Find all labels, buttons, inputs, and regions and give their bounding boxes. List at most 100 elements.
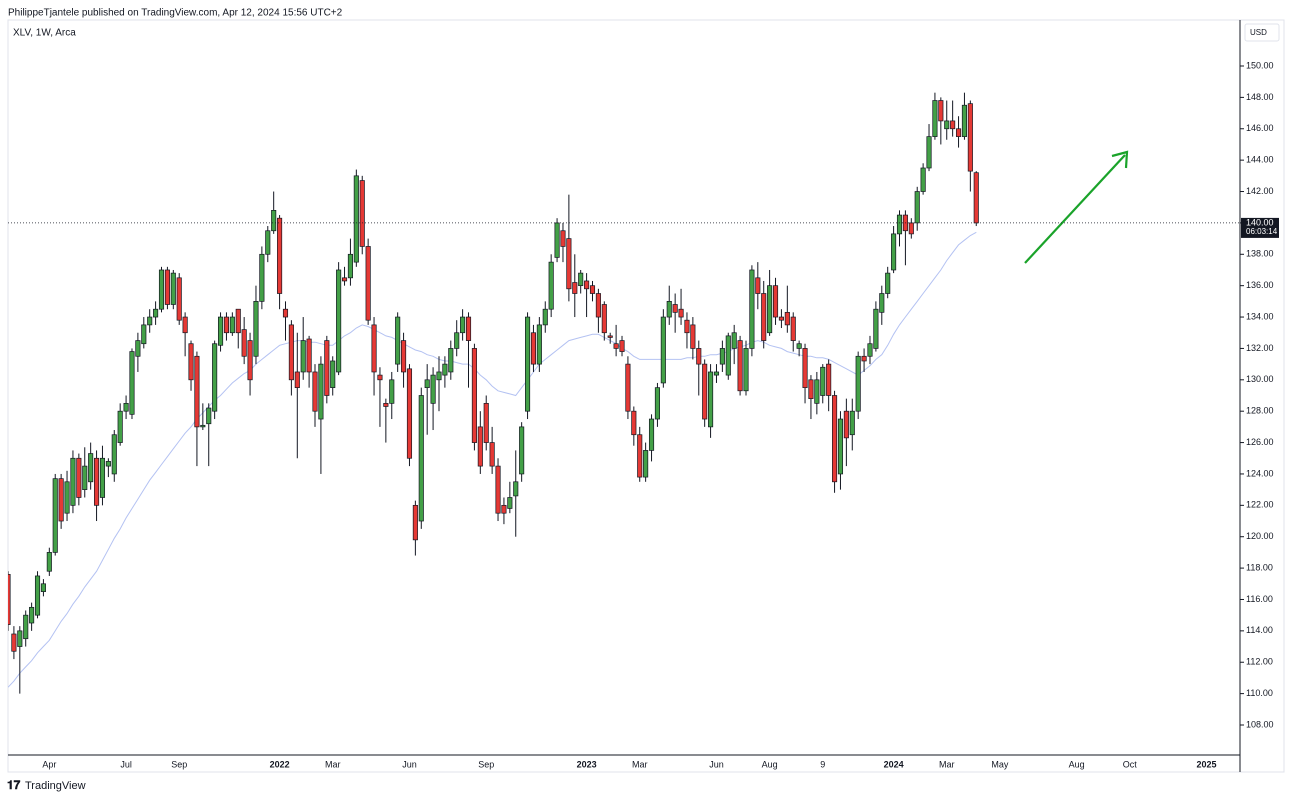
y-tick-label: 120.00 — [1246, 531, 1274, 541]
x-tick-label: 2022 — [270, 759, 290, 769]
candle-body — [790, 316, 796, 341]
last-price-badge — [1241, 217, 1279, 238]
candle-body — [938, 100, 944, 122]
y-tick-label: 112.00 — [1246, 657, 1273, 667]
x-tick-label: Mar — [325, 759, 341, 769]
candle-body — [619, 340, 625, 352]
candle-body — [737, 340, 743, 392]
candle-body — [725, 335, 731, 376]
candle-body — [29, 606, 35, 624]
candle-body — [418, 395, 424, 522]
candle-body — [330, 360, 336, 389]
x-tick-label: Jun — [709, 759, 724, 769]
candle-body — [271, 210, 277, 232]
candle-body — [300, 340, 306, 373]
candle-body — [525, 316, 531, 412]
candle-body — [158, 269, 165, 310]
candle-body — [436, 371, 442, 381]
candle-body — [926, 136, 932, 169]
x-tick-label: 2025 — [1196, 759, 1216, 769]
candle-body — [719, 348, 725, 365]
candle-body — [40, 583, 46, 592]
candle-body — [424, 379, 430, 389]
candle-body — [412, 504, 418, 541]
candle-body — [277, 217, 283, 294]
candle-body — [312, 371, 318, 412]
y-tick-label: 116.00 — [1246, 594, 1273, 604]
x-tick-label: Aug — [1069, 759, 1085, 769]
plot-area — [8, 92, 979, 694]
candle-body — [99, 457, 106, 498]
candle-body — [253, 301, 259, 357]
y-tick-label: 122.00 — [1246, 500, 1274, 510]
candle-body — [767, 285, 773, 334]
candle-body — [129, 351, 135, 415]
y-tick-label: 142.00 — [1246, 186, 1274, 196]
x-tick-label: 9 — [820, 759, 825, 769]
attribution: PhilippeTjantele published on TradingVie… — [8, 8, 343, 19]
x-tick-label: Oct — [1123, 759, 1138, 769]
candle-body — [861, 355, 867, 362]
candle-body — [755, 277, 761, 294]
candle-body — [607, 335, 613, 338]
candle-body — [891, 233, 897, 271]
candle-body — [454, 332, 460, 349]
candle-body — [654, 387, 660, 420]
candle-body — [217, 316, 224, 346]
candle-body — [595, 293, 601, 318]
candle-body — [879, 293, 885, 313]
candle-body — [837, 418, 844, 475]
y-tick-label: 144.00 — [1246, 155, 1274, 165]
candle-body — [170, 272, 176, 305]
candle-body — [147, 316, 153, 326]
y-tick-label: 126.00 — [1246, 437, 1274, 447]
candle-body — [519, 426, 525, 475]
candle-body — [501, 504, 507, 514]
candle-body — [761, 293, 767, 341]
currency: USD — [1250, 28, 1267, 37]
candle-body — [182, 316, 188, 334]
candle-body — [194, 355, 200, 428]
candle-body — [353, 175, 359, 263]
candle-body — [318, 363, 324, 420]
candle-body — [696, 348, 702, 365]
candle-body — [465, 316, 472, 341]
x-tick-label: Apr — [42, 759, 56, 769]
x-tick-label: May — [991, 759, 1009, 769]
candle-body — [908, 222, 914, 235]
candle-body — [702, 363, 708, 420]
candle-body — [52, 478, 58, 553]
candle-body — [377, 374, 383, 381]
candle-body — [784, 311, 790, 326]
candle-body — [477, 426, 483, 467]
candle-body — [961, 104, 967, 137]
y-tick-label: 150.00 — [1246, 60, 1274, 70]
y-tick-label: 128.00 — [1246, 406, 1274, 416]
y-tick-label: 148.00 — [1246, 92, 1274, 102]
candle-body — [401, 340, 407, 373]
candle-body — [796, 343, 802, 349]
candle-body — [259, 253, 265, 302]
candle-body — [212, 343, 218, 412]
candle-body — [229, 316, 235, 334]
candle-body — [383, 402, 389, 407]
candle-body — [448, 348, 454, 373]
candle-body — [772, 285, 779, 318]
candle-body — [495, 465, 501, 514]
candle-body — [288, 324, 294, 381]
y-tick-label: 132.00 — [1246, 343, 1274, 353]
candle-body — [560, 230, 566, 247]
y-tick-label: 114.00 — [1246, 625, 1273, 635]
moving-average — [8, 231, 977, 688]
candle-body — [530, 332, 537, 365]
candle-body — [808, 379, 814, 399]
candle-body — [94, 457, 100, 506]
candle-body — [141, 324, 147, 345]
x-tick-label: 2023 — [577, 759, 597, 769]
candle-body — [944, 120, 950, 130]
x-tick-label: Aug — [762, 759, 778, 769]
candle-body — [885, 272, 891, 294]
candle-body — [46, 552, 52, 572]
candle-body — [536, 324, 542, 365]
